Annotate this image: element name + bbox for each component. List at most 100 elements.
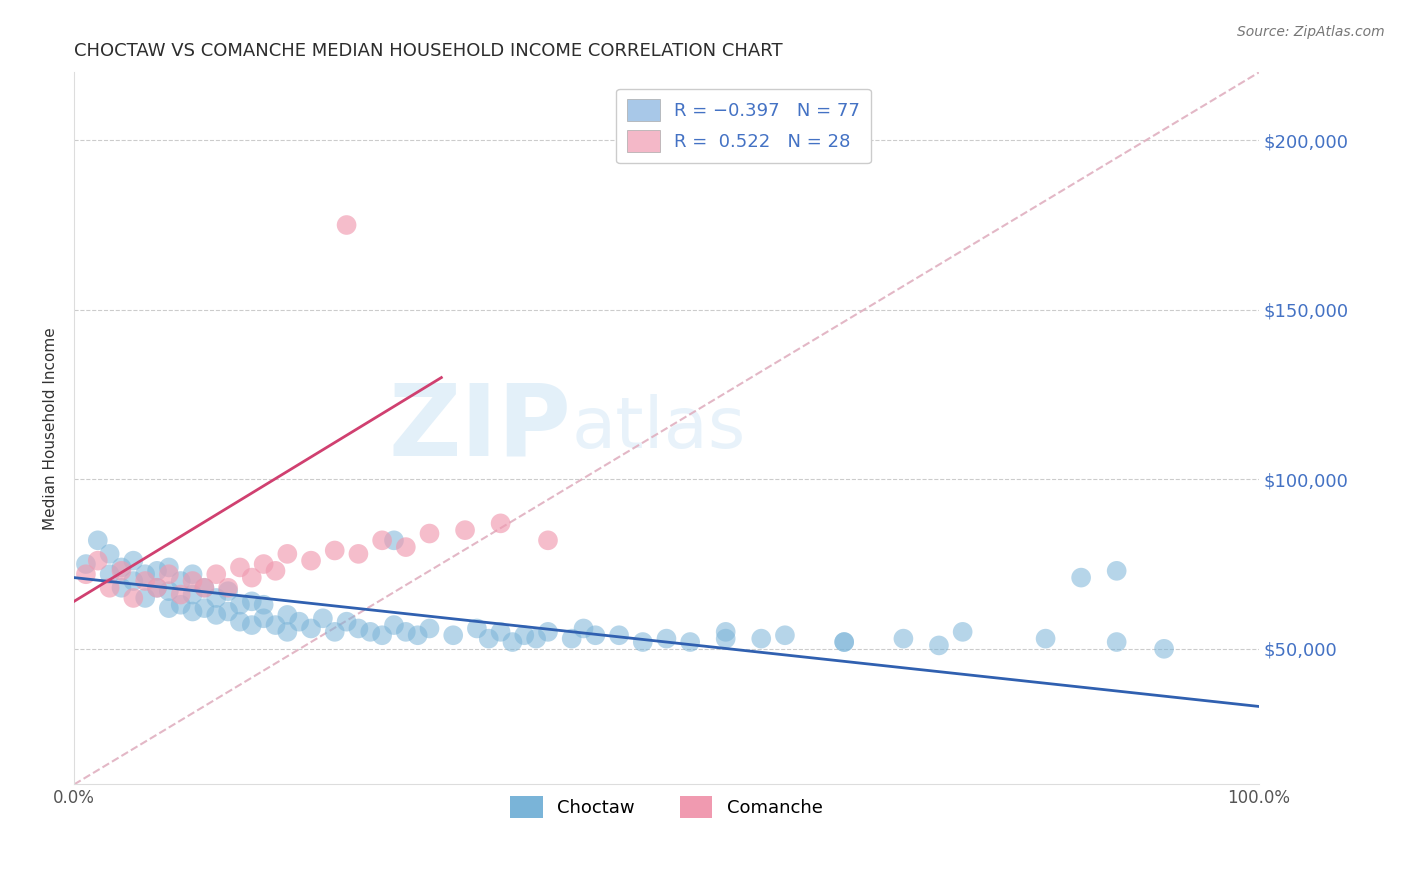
Point: [513, 628, 536, 642]
Point: [98, 567, 121, 582]
Point: [749, 632, 772, 646]
Point: [134, 567, 156, 582]
Point: [1105, 564, 1128, 578]
Text: Source: ZipAtlas.com: Source: ZipAtlas.com: [1237, 25, 1385, 39]
Point: [1105, 635, 1128, 649]
Point: [631, 635, 654, 649]
Point: [229, 615, 252, 629]
Point: [288, 615, 311, 629]
Point: [146, 581, 169, 595]
Point: [157, 584, 180, 599]
Point: [170, 588, 193, 602]
Point: [240, 594, 263, 608]
Point: [122, 554, 145, 568]
Point: [229, 560, 252, 574]
Point: [217, 584, 239, 599]
Point: [253, 598, 276, 612]
Point: [134, 574, 156, 588]
Point: [359, 624, 381, 639]
Legend: Choctaw, Comanche: Choctaw, Comanche: [503, 789, 830, 825]
Point: [110, 564, 132, 578]
Point: [607, 628, 630, 642]
Point: [253, 557, 276, 571]
Point: [395, 540, 418, 554]
Point: [264, 564, 287, 578]
Point: [501, 635, 523, 649]
Point: [205, 567, 228, 582]
Point: [418, 622, 440, 636]
Point: [146, 581, 169, 595]
Point: [87, 554, 110, 568]
Point: [952, 624, 974, 639]
Point: [1035, 632, 1057, 646]
Point: [98, 547, 121, 561]
Point: [537, 624, 560, 639]
Point: [406, 628, 429, 642]
Point: [928, 639, 950, 653]
Point: [122, 574, 145, 588]
Point: [276, 624, 298, 639]
Point: [382, 533, 405, 548]
Point: [253, 611, 276, 625]
Text: atlas: atlas: [572, 394, 747, 463]
Point: [347, 622, 370, 636]
Point: [75, 567, 97, 582]
Point: [312, 611, 335, 625]
Point: [193, 601, 215, 615]
Point: [561, 632, 583, 646]
Point: [893, 632, 915, 646]
Point: [122, 591, 145, 605]
Point: [832, 635, 855, 649]
Text: CHOCTAW VS COMANCHE MEDIAN HOUSEHOLD INCOME CORRELATION CHART: CHOCTAW VS COMANCHE MEDIAN HOUSEHOLD INC…: [75, 42, 783, 60]
Point: [489, 516, 512, 531]
Point: [395, 624, 418, 639]
Point: [157, 567, 180, 582]
Point: [157, 560, 180, 574]
Text: ZIP: ZIP: [389, 380, 572, 477]
Point: [110, 581, 132, 595]
Point: [157, 601, 180, 615]
Point: [524, 632, 547, 646]
Point: [75, 557, 97, 571]
Point: [146, 564, 169, 578]
Point: [240, 618, 263, 632]
Point: [217, 581, 239, 595]
Point: [454, 523, 477, 537]
Point: [193, 581, 215, 595]
Point: [229, 598, 252, 612]
Point: [87, 533, 110, 548]
Point: [347, 547, 370, 561]
Point: [679, 635, 702, 649]
Point: [537, 533, 560, 548]
Point: [170, 598, 193, 612]
Point: [714, 632, 737, 646]
Point: [299, 622, 322, 636]
Point: [181, 567, 204, 582]
Point: [181, 588, 204, 602]
Point: [205, 591, 228, 605]
Point: [478, 632, 501, 646]
Point: [773, 628, 796, 642]
Point: [1070, 571, 1092, 585]
Point: [441, 628, 464, 642]
Point: [205, 607, 228, 622]
Point: [276, 607, 298, 622]
Point: [193, 581, 215, 595]
Point: [583, 628, 606, 642]
Point: [382, 618, 405, 632]
Point: [323, 543, 346, 558]
Point: [336, 218, 359, 232]
Point: [418, 526, 440, 541]
Point: [276, 547, 298, 561]
Point: [323, 624, 346, 639]
Point: [181, 605, 204, 619]
Point: [299, 554, 322, 568]
Point: [371, 533, 394, 548]
Point: [217, 605, 239, 619]
Point: [572, 622, 595, 636]
Point: [134, 591, 156, 605]
Point: [1153, 641, 1175, 656]
Point: [655, 632, 678, 646]
Point: [489, 624, 512, 639]
Point: [181, 574, 204, 588]
